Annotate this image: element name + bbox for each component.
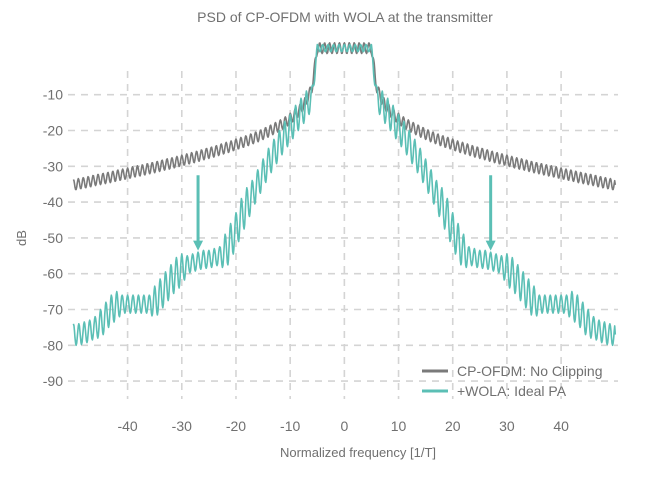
y-tick-label: -10 [43, 87, 63, 103]
x-tick-labels: -40 -30 -20 -10 0 10 20 30 40 [117, 418, 569, 434]
y-tick-label: -30 [43, 158, 63, 174]
y-tick-label: -20 [43, 123, 63, 139]
y-tick-label: -80 [43, 337, 63, 353]
x-tick-label: -30 [172, 418, 192, 434]
y-tick-label: -70 [43, 302, 63, 318]
annotations [193, 175, 496, 251]
x-tick-label: -40 [117, 418, 137, 434]
x-tick-label: -20 [226, 418, 246, 434]
series-line-wola-ideal-pa [72, 43, 617, 347]
x-axis-label: Normalized frequency [1/T] [280, 445, 436, 460]
x-tick-label: 20 [445, 418, 461, 434]
series-line-cp-ofdm-no-clipping [72, 42, 617, 191]
y-axis-label: dB [14, 230, 29, 246]
y-tick-label: -90 [43, 373, 63, 389]
y-tick-label: -50 [43, 230, 63, 246]
y-tick-label: -40 [43, 194, 63, 210]
x-tick-label: 10 [391, 418, 407, 434]
annotation-arrow-head [193, 240, 204, 251]
x-tick-label: -10 [280, 418, 300, 434]
series-group [72, 42, 617, 347]
y-tick-labels: -10 -20 -30 -40 -50 -60 -70 -80 -90 [43, 87, 63, 389]
y-tick-label: -60 [43, 266, 63, 282]
annotation-arrow-head [485, 240, 496, 251]
x-tick-label: 40 [553, 418, 569, 434]
legend: CP-OFDM: No Clipping +WOLA: Ideal PA [422, 363, 602, 399]
grid [68, 71, 618, 399]
legend-label-wola: +WOLA: Ideal PA [457, 383, 567, 399]
x-tick-label: 30 [499, 418, 515, 434]
chart-title: PSD of CP-OFDM with WOLA at the transmit… [197, 9, 493, 25]
x-tick-label: 0 [340, 418, 348, 434]
legend-label-no-clipping: CP-OFDM: No Clipping [457, 363, 602, 379]
